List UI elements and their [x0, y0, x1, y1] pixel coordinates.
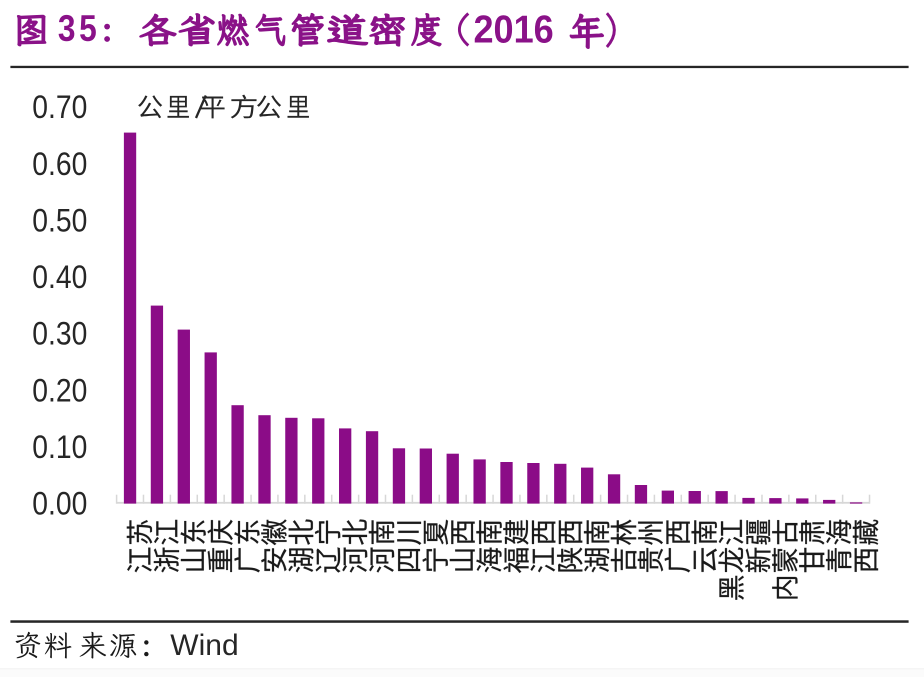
svg-text:0.20: 0.20: [32, 374, 87, 409]
svg-text:3: 3: [58, 8, 76, 49]
svg-text:0.00: 0.00: [32, 487, 87, 522]
svg-text:5: 5: [79, 8, 97, 49]
svg-text:0.70: 0.70: [32, 91, 87, 126]
svg-text:0.40: 0.40: [32, 261, 87, 296]
svg-text:0.30: 0.30: [32, 317, 87, 352]
svg-text:0.60: 0.60: [32, 147, 87, 182]
svg-text:0.50: 0.50: [32, 204, 87, 239]
svg-text:Wind: Wind: [170, 629, 238, 662]
svg-text:0.10: 0.10: [32, 430, 87, 465]
svg-text:2016: 2016: [474, 7, 554, 51]
